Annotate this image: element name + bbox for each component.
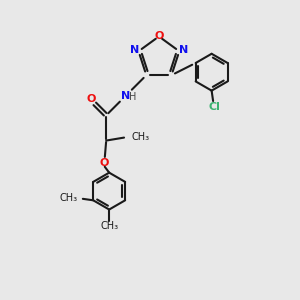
Text: CH₃: CH₃ — [59, 193, 77, 203]
Text: Cl: Cl — [208, 102, 220, 112]
Text: CH₃: CH₃ — [131, 132, 150, 142]
Text: N: N — [130, 45, 139, 55]
Text: O: O — [154, 31, 164, 41]
Text: N: N — [121, 91, 130, 101]
Text: O: O — [86, 94, 95, 104]
Text: H: H — [129, 92, 137, 103]
Text: CH₃: CH₃ — [101, 221, 119, 231]
Text: O: O — [99, 158, 109, 168]
Text: N: N — [179, 45, 188, 55]
